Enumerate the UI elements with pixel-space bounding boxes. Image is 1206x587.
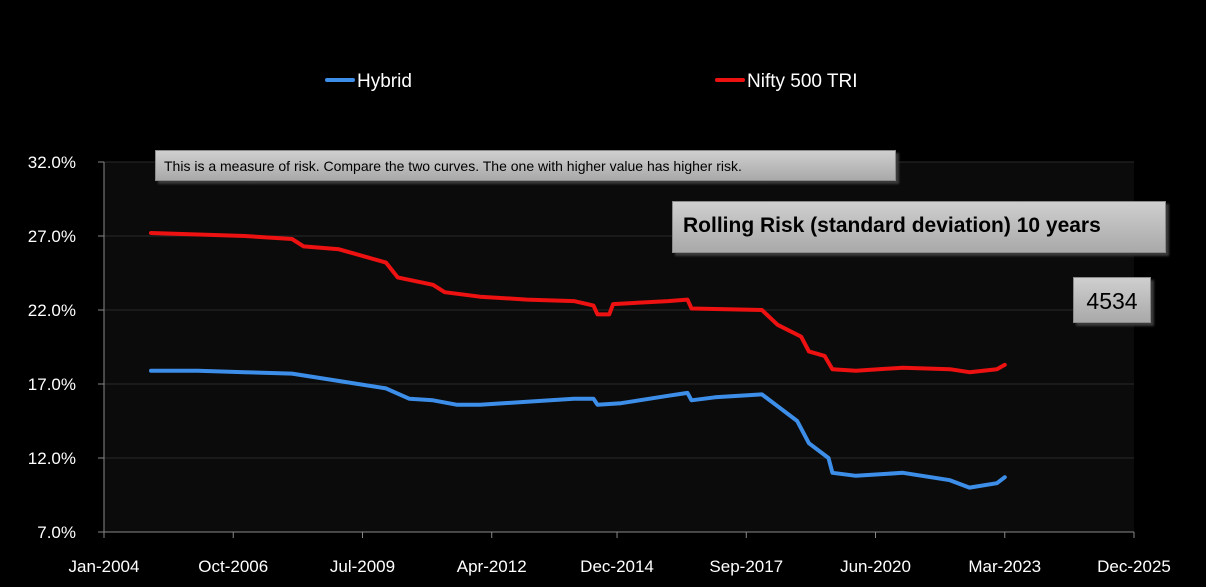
count-label: 4534 — [1073, 277, 1151, 323]
series-line-nifty-500-tri — [149, 231, 1007, 375]
series-lines — [149, 231, 1007, 490]
series-line-hybrid — [149, 368, 1007, 490]
x-tick-label: Jan-2004 — [69, 557, 140, 576]
x-tick-label: Jul-2009 — [330, 557, 395, 576]
x-tick-label: Apr-2012 — [457, 557, 527, 576]
x-tick-label: Dec-2025 — [1097, 557, 1171, 576]
x-tick-label: Mar-2023 — [968, 557, 1041, 576]
legend: Hybrid Nifty 500 TRI — [325, 71, 858, 92]
x-tick-label: Oct-2006 — [198, 557, 268, 576]
y-tick-label: 12.0% — [28, 449, 76, 468]
legend-label: Nifty 500 TRI — [747, 71, 858, 92]
y-tick-label: 32.0% — [28, 153, 76, 172]
risk-note: This is a measure of risk. Compare the t… — [155, 150, 896, 181]
y-tick-label: 22.0% — [28, 301, 76, 320]
legend-label: Hybrid — [357, 71, 412, 92]
x-tick-label: Sep-2017 — [709, 557, 783, 576]
axes: 7.0% 12.0% 17.0% 22.0% 27.0% 32.0% Jan-2004 Oct… — [28, 153, 1171, 576]
y-tick-label: 17.0% — [28, 375, 76, 394]
x-tick-label: Dec-2014 — [580, 557, 654, 576]
chart-title: Rolling Risk (standard deviation) 10 yea… — [672, 201, 1166, 253]
x-tick-label: Jun-2020 — [840, 557, 911, 576]
y-tick-label: 7.0% — [37, 523, 76, 542]
y-tick-label: 27.0% — [28, 227, 76, 246]
